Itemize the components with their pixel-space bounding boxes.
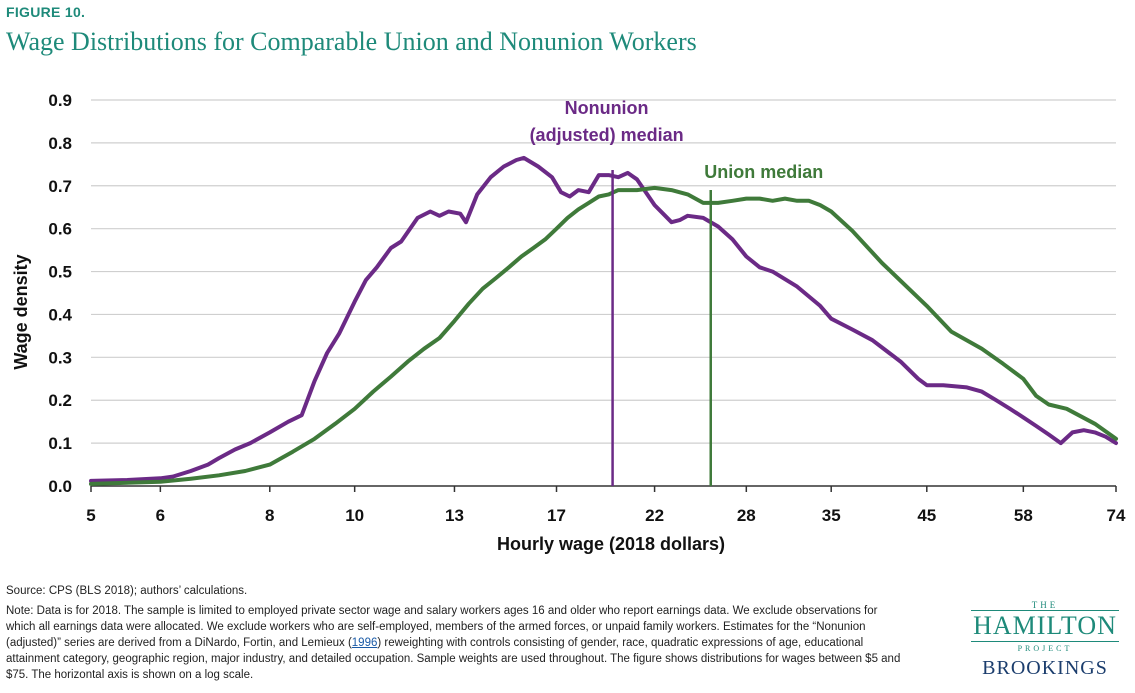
nonunion-median-label: Nonunion: [565, 98, 649, 118]
x-axis-title: Hourly wage (2018 dollars): [497, 534, 725, 554]
y-tick-label: 0.3: [48, 348, 72, 367]
y-axis-ticks: 0.0 0.1 0.2 0.3 0.4 0.5 0.6 0.7 0.8 0.9: [48, 91, 72, 496]
logo-hamilton: HAMILTON: [971, 610, 1119, 642]
x-tick-label: 58: [1014, 506, 1033, 525]
y-tick-label: 0.5: [48, 263, 72, 282]
nonunion-median-label: (adjusted) median: [530, 125, 684, 145]
citation-link[interactable]: 1996: [351, 637, 378, 649]
footnote-text-a: Note: Data is for 2018. The sample is li…: [6, 605, 878, 649]
x-tick-label: 8: [265, 506, 274, 525]
y-tick-label: 0.9: [48, 91, 72, 110]
y-tick-label: 0.4: [48, 305, 72, 324]
logo-project: PROJECT: [1017, 644, 1073, 653]
y-tick-label: 0.7: [48, 177, 72, 196]
x-tick-label: 13: [445, 506, 464, 525]
y-tick-label: 0.0: [48, 477, 72, 496]
union-line: [89, 185, 1118, 486]
y-tick-label: 0.2: [48, 391, 72, 410]
chart: 0.0 0.1 0.2 0.3 0.4 0.5 0.6 0.7 0.8 0.9 5 6 8 10 13 17…: [11, 91, 1126, 554]
y-axis-title: Wage density: [11, 254, 31, 369]
grid-lines: [91, 99, 1116, 487]
x-tick-label: 45: [917, 506, 936, 525]
median-markers: Nonunion (adjusted) median Union median: [530, 98, 823, 486]
logo-the: THE: [1031, 600, 1059, 610]
footnote-text-b: ) reweighting with controls consisting o…: [6, 637, 901, 681]
chart-title: Wage Distributions for Comparable Union …: [6, 27, 697, 56]
x-axis-ticks: 5 6 8 10 13 17 22 28 35 45 58 74: [86, 486, 1126, 525]
series-lines: [89, 155, 1118, 486]
x-tick-label: 10: [345, 506, 364, 525]
y-tick-label: 0.1: [48, 434, 72, 453]
x-tick-label: 6: [156, 506, 165, 525]
x-tick-label: 74: [1107, 506, 1126, 525]
x-tick-label: 22: [645, 506, 664, 525]
x-tick-label: 28: [737, 506, 756, 525]
hamilton-brookings-logo: THE HAMILTON PROJECT BROOKINGS: [965, 600, 1125, 680]
logo-brookings: BROOKINGS: [982, 657, 1108, 679]
union-median-label: Union median: [704, 162, 823, 182]
x-tick-label: 35: [822, 506, 841, 525]
figure-label: FIGURE 10.: [6, 4, 86, 20]
footnote: Note: Data is for 2018. The sample is li…: [6, 603, 906, 683]
y-tick-label: 0.6: [48, 220, 72, 239]
source-note: Source: CPS (BLS 2018); authors’ calcula…: [6, 585, 248, 597]
x-tick-label: 5: [86, 506, 95, 525]
y-tick-label: 0.8: [48, 134, 72, 153]
x-tick-label: 17: [547, 506, 566, 525]
nonunion-adjusted-line: [89, 155, 1118, 483]
